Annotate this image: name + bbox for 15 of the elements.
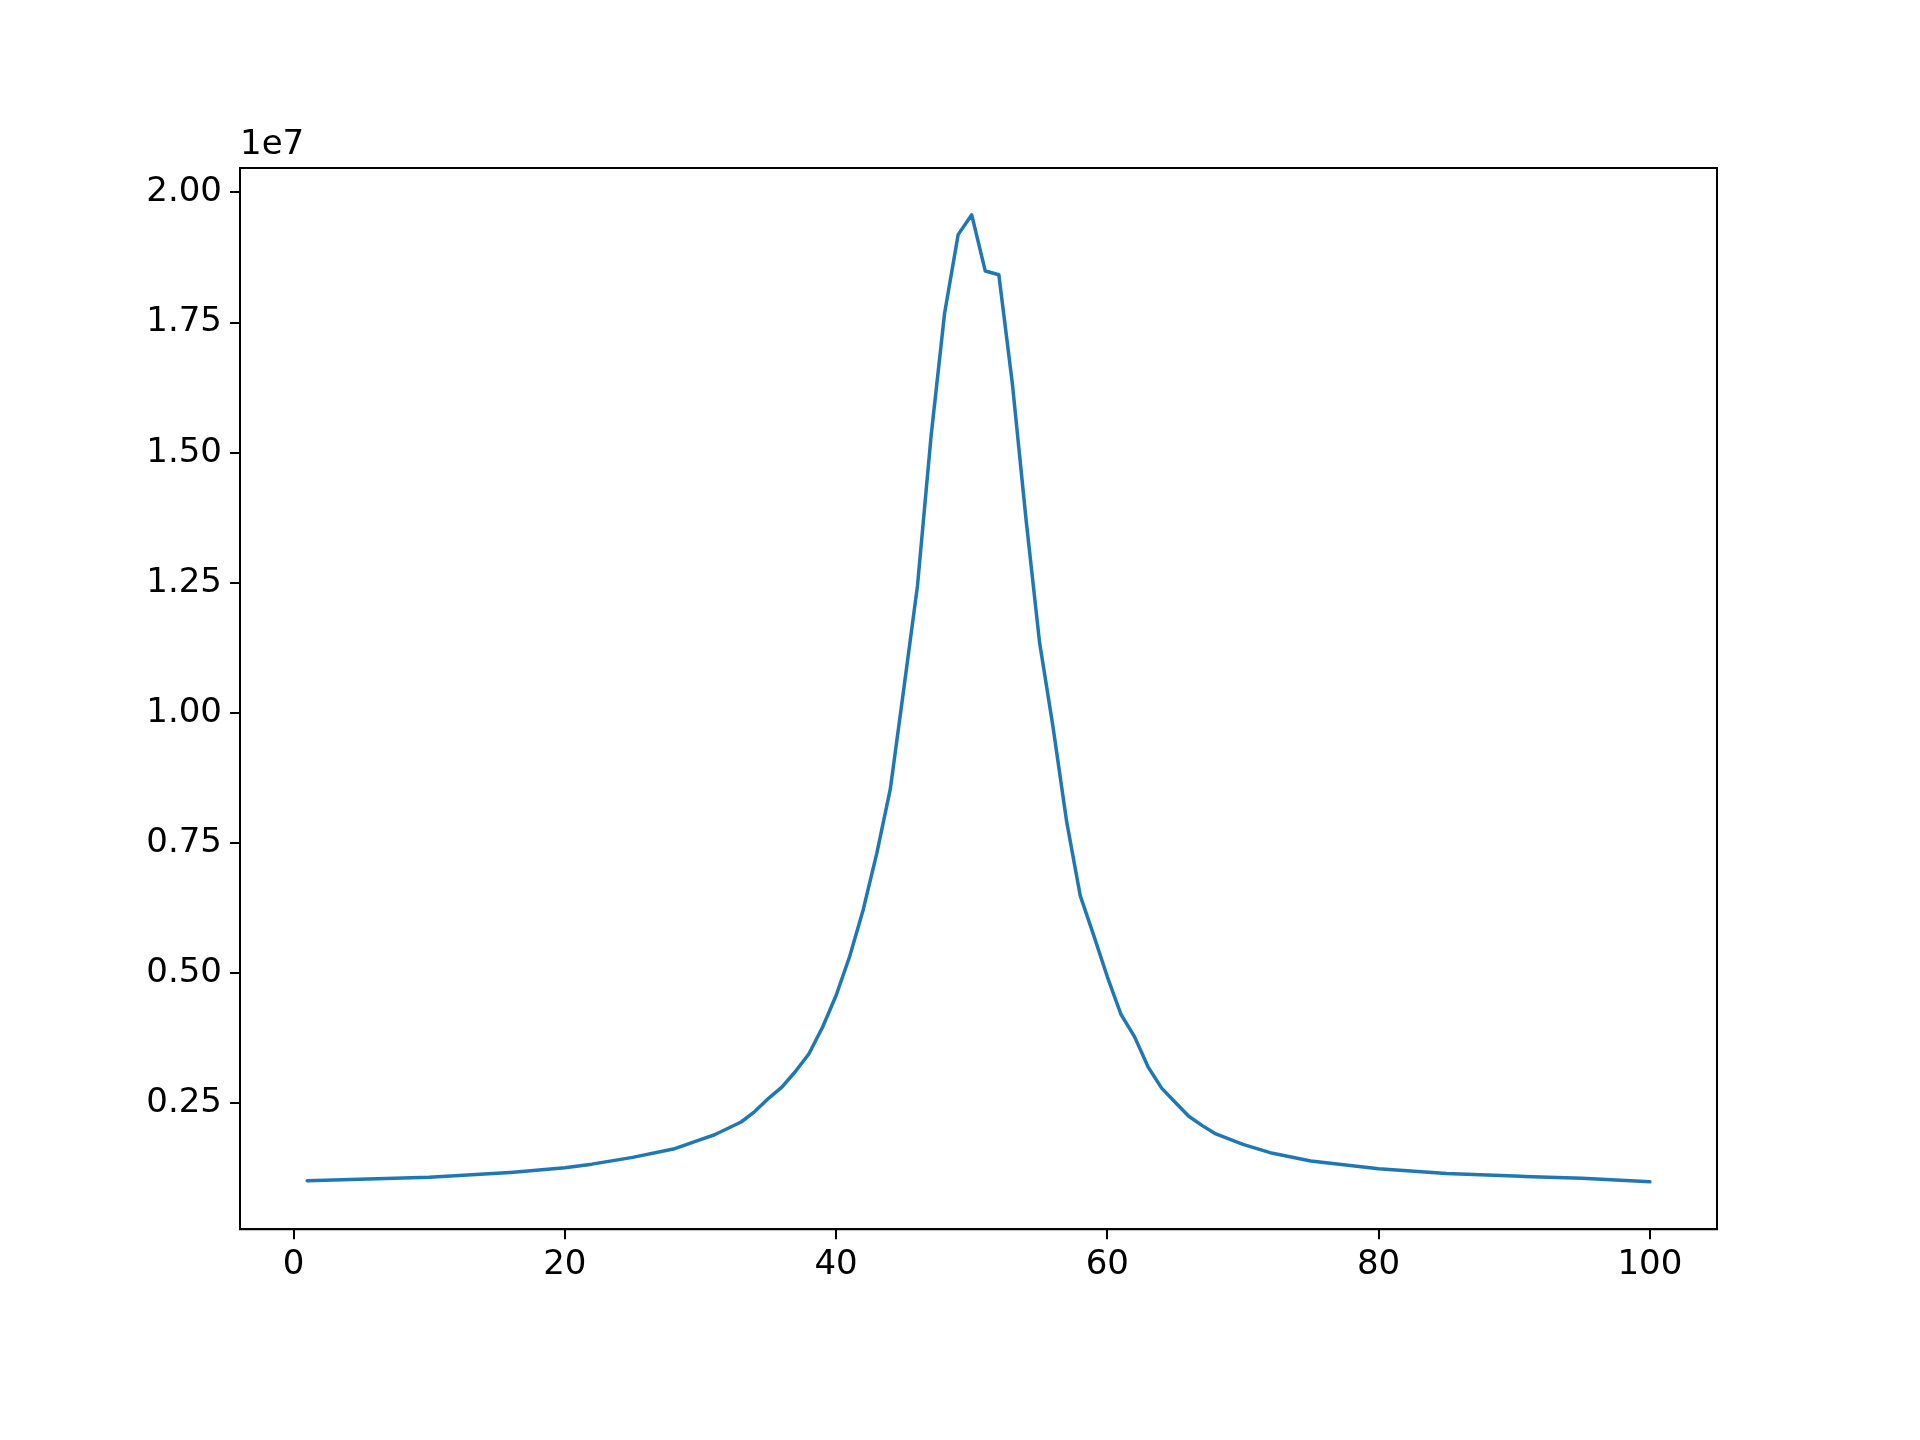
y-tick-label: 1.00 bbox=[146, 689, 222, 730]
x-tick-label: 20 bbox=[543, 1242, 587, 1283]
x-tick-label: 40 bbox=[814, 1242, 858, 1283]
x-tick-label: 100 bbox=[1617, 1242, 1683, 1283]
x-tick-label: 60 bbox=[1085, 1242, 1129, 1283]
y-tick-label: 0.75 bbox=[146, 819, 222, 860]
y-tick-label: 2.00 bbox=[146, 169, 222, 210]
y-tick-label: 1.25 bbox=[146, 559, 222, 600]
y-tick-label: 0.50 bbox=[146, 949, 222, 990]
x-tick-label: 0 bbox=[282, 1242, 305, 1283]
text: 1e7 bbox=[240, 121, 305, 162]
x-tick-label: 80 bbox=[1356, 1242, 1401, 1283]
y-tick-label: 1.50 bbox=[146, 429, 222, 470]
y-tick-label: 0.25 bbox=[146, 1080, 222, 1121]
y-tick-label: 1.75 bbox=[146, 299, 222, 340]
